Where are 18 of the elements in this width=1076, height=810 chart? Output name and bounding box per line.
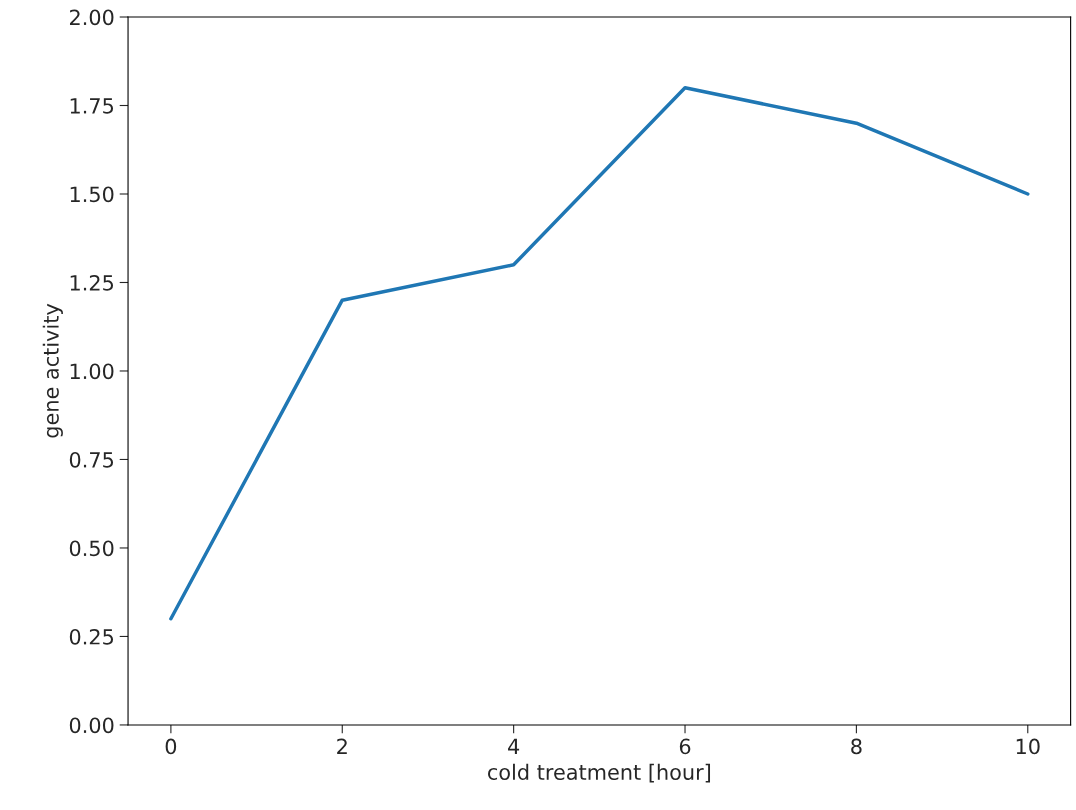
x-tick-label: 6 [679,738,691,755]
line-series [169,86,1030,621]
y-tick-label: 1.75 [70,98,114,114]
y-tick-label: 1.25 [70,274,114,291]
y-tick-label: 2.00 [69,9,114,26]
x-axis-title: cold treatment [hour] [488,763,711,783]
y-tick-label: 0.25 [69,628,114,645]
x-tick-label: 2 [337,738,347,754]
y-tick-label: 0.75 [69,451,114,468]
x-tick-label: 4 [508,738,520,754]
x-tick-label: 0 [165,738,177,755]
x-tick-label: 8 [851,738,862,755]
y-axis-title: gene activity [42,303,63,438]
y-tick-label: 0.00 [69,717,114,734]
y-tick-label: 1.00 [70,363,114,380]
y-tick-label: 1.50 [70,186,114,203]
y-tick-label: 0.50 [69,540,114,557]
x-tick-label: 10 [1016,738,1040,755]
